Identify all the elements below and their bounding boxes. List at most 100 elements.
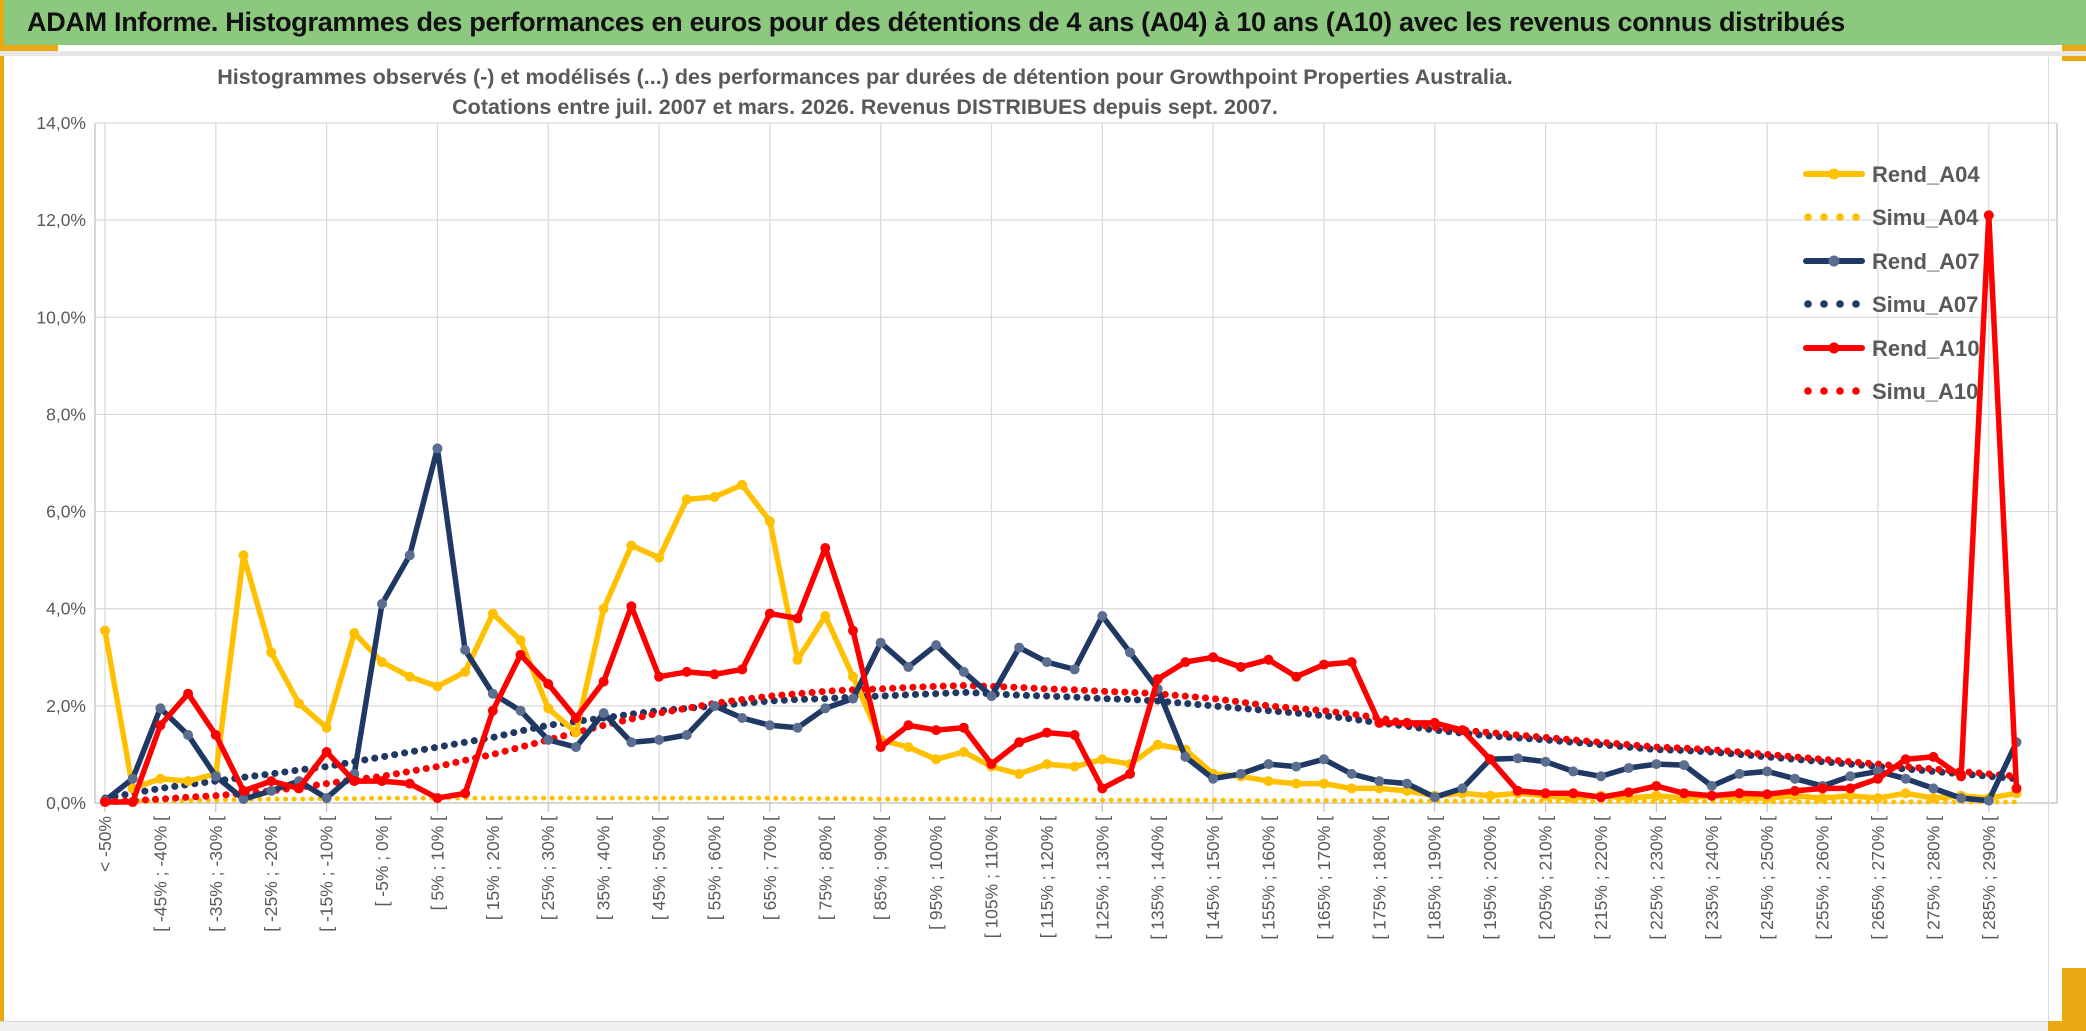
x-tick-label: [ 35% ; 40% [ bbox=[594, 816, 614, 920]
x-tick-label: [ 205% ; 210% [ bbox=[1536, 816, 1556, 940]
data-point-marker bbox=[1208, 652, 1219, 663]
data-point-marker bbox=[931, 725, 942, 736]
data-point-marker bbox=[737, 664, 748, 675]
data-point-marker bbox=[847, 671, 858, 682]
data-point-marker bbox=[1014, 768, 1025, 779]
data-point-marker bbox=[1789, 785, 1800, 796]
data-point-marker bbox=[543, 703, 554, 714]
data-point-marker bbox=[321, 722, 332, 733]
x-tick-label: [ 265% ; 270% [ bbox=[1868, 816, 1888, 940]
data-point-marker bbox=[1872, 773, 1883, 784]
chart-border-right bbox=[2048, 57, 2049, 1021]
data-point-marker bbox=[183, 688, 194, 699]
data-point-marker bbox=[377, 776, 388, 787]
legend-dotted-swatch bbox=[1804, 387, 1812, 395]
data-point-marker bbox=[820, 611, 831, 622]
data-point-marker bbox=[1374, 783, 1385, 794]
data-point-marker bbox=[266, 785, 277, 796]
left-gold-chip bbox=[4, 45, 58, 52]
data-point-marker bbox=[155, 720, 166, 731]
data-point-marker bbox=[1900, 754, 1911, 765]
data-point-marker bbox=[681, 666, 692, 677]
x-tick-label: [ 225% ; 230% [ bbox=[1646, 816, 1666, 940]
data-point-marker bbox=[321, 747, 332, 758]
bottom-cell-strip bbox=[0, 1021, 2086, 1031]
data-point-marker bbox=[1928, 793, 1939, 804]
data-point-marker bbox=[1983, 210, 1994, 221]
data-point-marker bbox=[1540, 756, 1551, 767]
x-tick-label: [ 25% ; 30% [ bbox=[538, 816, 558, 920]
data-point-marker bbox=[321, 793, 332, 804]
data-point-marker bbox=[238, 785, 249, 796]
data-point-marker bbox=[543, 679, 554, 690]
data-point-marker bbox=[820, 543, 831, 554]
data-point-marker bbox=[404, 778, 415, 789]
y-tick-label: 2,0% bbox=[46, 696, 86, 716]
data-point-marker bbox=[1125, 647, 1136, 658]
data-point-marker bbox=[1512, 785, 1523, 796]
data-point-marker bbox=[875, 742, 886, 753]
data-point-marker bbox=[210, 730, 221, 741]
data-point-marker bbox=[377, 598, 388, 609]
data-point-marker bbox=[764, 516, 775, 527]
x-tick-labels: < -50% [ -45% ; -40% [[ -35% ; -30% [[ -2… bbox=[95, 816, 1999, 940]
data-point-marker bbox=[1845, 783, 1856, 794]
data-point-marker bbox=[1235, 768, 1246, 779]
x-tick-label: [ 145% ; 150% [ bbox=[1203, 816, 1223, 940]
legend-label: Rend_A10 bbox=[1872, 336, 1980, 361]
data-point-marker bbox=[1346, 768, 1357, 779]
data-point-marker bbox=[1069, 664, 1080, 675]
data-point-marker bbox=[1097, 783, 1108, 794]
banner-underline bbox=[0, 51, 2086, 56]
y-tick-label: 6,0% bbox=[46, 502, 86, 522]
data-point-marker bbox=[293, 698, 304, 709]
data-point-marker bbox=[570, 713, 581, 724]
data-point-marker bbox=[1014, 642, 1025, 653]
legend-item-Rend_A10: Rend_A10 bbox=[1803, 336, 1980, 361]
data-point-marker bbox=[1512, 753, 1523, 764]
data-point-marker bbox=[155, 703, 166, 714]
legend-item-Rend_A07: Rend_A07 bbox=[1803, 249, 1980, 274]
data-point-marker bbox=[1402, 785, 1413, 796]
x-tick-label: [ 105% ; 110% [ bbox=[981, 816, 1001, 938]
x-tick-label: [ 215% ; 220% [ bbox=[1591, 816, 1611, 940]
data-point-marker bbox=[792, 613, 803, 624]
series-Rend_A07 bbox=[100, 443, 2022, 806]
data-point-marker bbox=[1595, 792, 1606, 803]
data-point-marker bbox=[266, 647, 277, 658]
data-point-marker bbox=[1789, 773, 1800, 784]
data-point-marker bbox=[1208, 773, 1219, 784]
data-point-marker bbox=[598, 708, 609, 719]
data-point-marker bbox=[1817, 793, 1828, 804]
data-point-marker bbox=[404, 550, 415, 561]
chart-title-line2: Cotations entre juil. 2007 et mars. 2026… bbox=[452, 95, 1278, 119]
data-point-marker bbox=[1041, 727, 1052, 738]
data-point-marker bbox=[1651, 781, 1662, 792]
data-point-marker bbox=[737, 479, 748, 490]
data-point-marker bbox=[1263, 759, 1274, 770]
data-point-marker bbox=[1346, 783, 1357, 794]
left-gold-cell-strip bbox=[0, 0, 4, 1031]
data-point-marker bbox=[266, 776, 277, 787]
series-Simu_A10 bbox=[101, 681, 2020, 806]
x-tick-label: [ 95% ; 100% [ bbox=[926, 816, 946, 930]
data-point-marker bbox=[1928, 783, 1939, 794]
data-point-marker bbox=[1983, 795, 1994, 806]
data-point-marker bbox=[127, 773, 138, 784]
data-point-marker bbox=[293, 783, 304, 794]
data-point-marker bbox=[1679, 788, 1690, 799]
data-point-marker bbox=[183, 730, 194, 741]
data-point-marker bbox=[1928, 751, 1939, 762]
legend-marker-dot bbox=[1828, 342, 1840, 354]
dotted-line bbox=[102, 795, 2019, 805]
x-tick-label: [ -25% ; -20% [ bbox=[261, 816, 281, 932]
data-point-marker bbox=[986, 759, 997, 770]
data-point-marker bbox=[543, 734, 554, 745]
x-tick-label: [ 15% ; 20% [ bbox=[483, 816, 503, 920]
data-point-marker bbox=[626, 737, 637, 748]
right-gold-cell-strip bbox=[2062, 968, 2086, 1031]
data-point-marker bbox=[1734, 768, 1745, 779]
data-point-marker bbox=[1706, 790, 1717, 801]
y-tick-label: 12,0% bbox=[36, 210, 86, 230]
